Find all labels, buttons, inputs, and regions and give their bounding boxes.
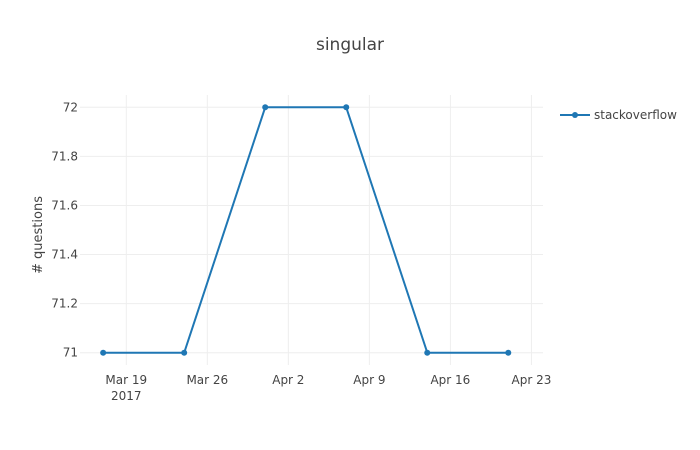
x-tick-sublabel: 2017 xyxy=(111,389,142,403)
legend-marker xyxy=(572,112,578,118)
legend[interactable]: stackoverflow xyxy=(560,108,677,122)
data-point[interactable] xyxy=(181,349,188,356)
series-line xyxy=(103,106,509,354)
legend-item-label: stackoverflow xyxy=(594,108,677,122)
x-axis-ticks: Mar 19 2017 Mar 26 Apr 2 Apr 9 Apr 16 Apr 23 xyxy=(105,373,551,403)
series-layer xyxy=(100,104,512,356)
y-tick-label: 71 xyxy=(63,346,78,360)
y-axis-title: # questions xyxy=(31,196,46,274)
y-tick-label: 71.8 xyxy=(51,149,78,163)
x-tick-label: Mar 19 xyxy=(105,373,147,387)
data-point[interactable] xyxy=(505,349,512,356)
y-axis-ticks: 71 71.2 71.4 71.6 71.8 72 xyxy=(51,100,78,359)
x-tick-label: Apr 23 xyxy=(512,373,552,387)
x-tick-label: Apr 9 xyxy=(353,373,385,387)
x-tick-label: Apr 2 xyxy=(272,373,304,387)
grid-lines xyxy=(80,95,543,365)
data-point[interactable] xyxy=(424,349,431,356)
data-point[interactable] xyxy=(343,104,350,111)
y-tick-label: 71.2 xyxy=(51,297,78,311)
y-tick-label: 71.4 xyxy=(51,248,78,262)
data-point[interactable] xyxy=(262,104,269,111)
y-tick-label: 72 xyxy=(63,100,78,114)
chart-title: singular xyxy=(316,35,384,55)
x-tick-label: Apr 16 xyxy=(430,373,470,387)
y-tick-label: 71.6 xyxy=(51,198,78,212)
data-point[interactable] xyxy=(100,349,107,356)
x-tick-label: Mar 26 xyxy=(186,373,228,387)
